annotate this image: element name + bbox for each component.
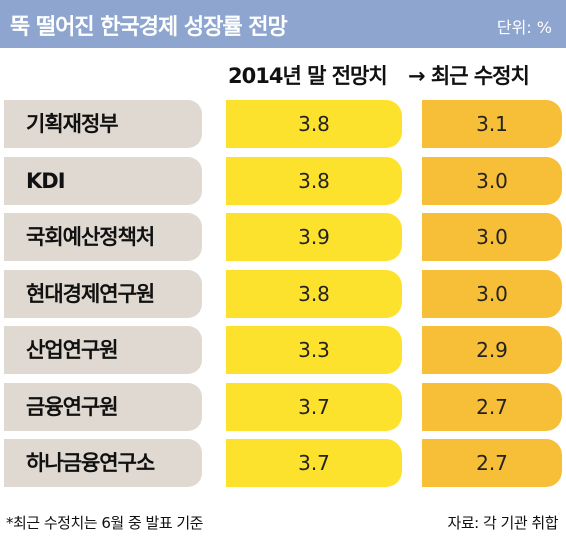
column-header-2014: 2014년 말 전망치 xyxy=(228,64,388,88)
revised-forecast-value: 3.0 xyxy=(422,213,562,261)
institution-name: 산업연구원 xyxy=(26,338,119,362)
institution-name: 국회예산정책처 xyxy=(26,225,155,249)
institution-label: 기획재정부 xyxy=(4,100,202,148)
institution-label: 하나금융연구소 xyxy=(4,439,202,487)
institution-label: 현대경제연구원 xyxy=(4,270,202,318)
institution-label: 산업연구원 xyxy=(4,326,202,374)
institution-label: 국회예산정책처 xyxy=(4,213,202,261)
column-header-revised: → 최근 수정치 xyxy=(408,64,530,88)
institution-name: 기획재정부 xyxy=(26,112,119,136)
forecast-2014-value: 3.8 xyxy=(226,270,402,318)
chart-title: 뚝 떨어진 한국경제 성장률 전망 xyxy=(10,15,288,40)
institution-label: KDI xyxy=(4,157,202,205)
table-row: KDI 3.8 3.0 xyxy=(0,157,566,205)
institution-name: 금융연구원 xyxy=(26,395,119,419)
forecast-2014-value: 3.3 xyxy=(226,326,402,374)
footnote: *최근 수정치는 6월 중 발표 기준 xyxy=(6,514,204,532)
table-row: 금융연구원 3.7 2.7 xyxy=(0,383,566,431)
forecast-2014-value: 3.8 xyxy=(226,100,402,148)
forecast-2014-value: 3.8 xyxy=(226,157,402,205)
table-row: 기획재정부 3.8 3.1 xyxy=(0,100,566,148)
revised-forecast-value: 2.9 xyxy=(422,326,562,374)
title-bar: 뚝 떨어진 한국경제 성장률 전망 단위: % xyxy=(0,0,566,48)
revised-forecast-value: 3.0 xyxy=(422,157,562,205)
forecast-2014-value: 3.7 xyxy=(226,439,402,487)
table-row: 현대경제연구원 3.8 3.0 xyxy=(0,270,566,318)
institution-name: 현대경제연구원 xyxy=(26,282,155,306)
institution-name: KDI xyxy=(26,169,66,193)
revised-forecast-value: 2.7 xyxy=(422,383,562,431)
revised-forecast-value: 3.0 xyxy=(422,270,562,318)
institution-label: 금융연구원 xyxy=(4,383,202,431)
table-row: 산업연구원 3.3 2.9 xyxy=(0,326,566,374)
table-row: 하나금융연구소 3.7 2.7 xyxy=(0,439,566,487)
institution-name: 하나금융연구소 xyxy=(26,451,155,475)
revised-forecast-value: 3.1 xyxy=(422,100,562,148)
forecast-2014-value: 3.9 xyxy=(226,213,402,261)
unit-label: 단위: % xyxy=(496,18,552,37)
revised-forecast-value: 2.7 xyxy=(422,439,562,487)
table-row: 국회예산정책처 3.9 3.0 xyxy=(0,213,566,261)
forecast-2014-value: 3.7 xyxy=(226,383,402,431)
source-note: 자료: 각 기관 취합 xyxy=(447,514,559,532)
